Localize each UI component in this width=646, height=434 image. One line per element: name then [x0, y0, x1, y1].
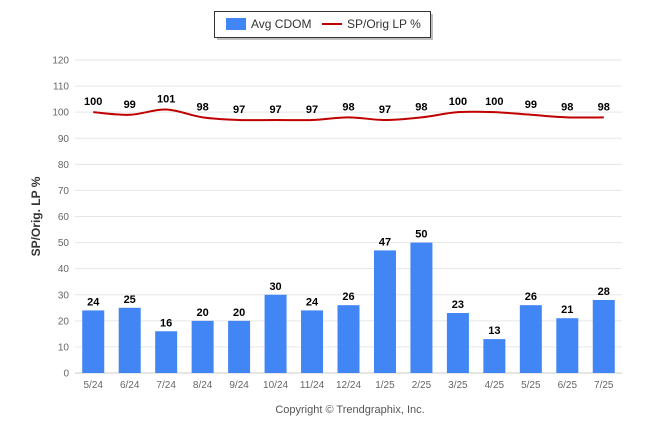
x-axis-ticks: 5/24 6/24 7/24 8/24 9/24 10/24 11/24 12/24 1/25 2…	[83, 380, 613, 391]
line-series	[93, 108, 604, 122]
y-tick-label: 0	[63, 369, 69, 380]
line-value-label: 97	[233, 104, 245, 116]
bar-value-label: 20	[233, 307, 245, 319]
bar	[337, 305, 360, 373]
y-tick-label: 30	[58, 290, 70, 301]
line-data-labels: 100 99 101 98 97 97 97 98 97 98 100 100 99 98 98	[84, 94, 610, 116]
x-tick-label: 9/24	[229, 380, 249, 391]
y-tick-label: 100	[52, 108, 69, 119]
x-tick-label: 6/24	[120, 380, 140, 391]
line-value-label: 97	[379, 104, 391, 116]
line-value-label: 98	[598, 101, 610, 113]
bar	[483, 339, 506, 373]
line-value-label: 99	[124, 99, 136, 111]
x-tick-label: 11/24	[300, 380, 325, 391]
bar-value-label: 13	[488, 325, 500, 337]
bar-data-labels: 24 25 16 20 20 30 24 26 47 50 23 13 26 21 28	[87, 229, 610, 338]
bar	[556, 318, 579, 373]
x-tick-label: 3/25	[448, 380, 468, 391]
bar	[191, 320, 214, 373]
y-tick-label: 60	[58, 212, 70, 223]
bar-value-label: 25	[124, 294, 136, 306]
y-tick-label: 90	[58, 134, 70, 145]
y-axis-ticks: 0 10 20 30 40 50 60 70 80 90 100 110 120	[52, 56, 69, 380]
bar	[155, 331, 178, 373]
bar-value-label: 23	[452, 299, 464, 311]
y-tick-label: 80	[58, 160, 70, 171]
bar-value-label: 16	[160, 317, 172, 329]
line-value-label: 98	[342, 101, 354, 113]
y-tick-label: 10	[58, 342, 70, 353]
bar-value-label: 47	[379, 236, 391, 248]
bar	[519, 305, 542, 373]
bar	[592, 299, 615, 373]
bar	[264, 294, 287, 373]
line-value-label: 98	[415, 101, 427, 113]
x-tick-label: 7/24	[156, 380, 176, 391]
line-value-label: 97	[269, 104, 281, 116]
line-value-label: 100	[449, 96, 467, 108]
y-tick-label: 40	[58, 264, 70, 275]
line-path	[93, 108, 604, 122]
bar	[82, 310, 105, 373]
bar	[301, 310, 324, 373]
x-tick-label: 8/24	[193, 380, 213, 391]
legend-label-line: SP/Orig LP %	[347, 17, 421, 31]
y-tick-label: 20	[58, 316, 70, 327]
bar	[410, 242, 433, 373]
line-value-label: 99	[525, 99, 537, 111]
copyright-credit: Copyright © Trendgraphix, Inc.	[275, 404, 424, 416]
x-tick-label: 5/25	[521, 380, 541, 391]
y-tick-label: 110	[53, 82, 69, 93]
bar	[228, 320, 251, 373]
bar-value-label: 20	[197, 307, 209, 319]
bar-value-label: 28	[598, 286, 610, 298]
bar-value-label: 26	[525, 291, 537, 303]
line-value-label: 98	[561, 101, 573, 113]
bar-value-label: 50	[415, 229, 427, 241]
x-tick-label: 5/24	[83, 380, 103, 391]
line-value-label: 101	[157, 94, 175, 106]
y-tick-label: 50	[58, 238, 70, 249]
bar	[373, 250, 396, 373]
bar-series	[82, 242, 615, 373]
x-tick-label: 10/24	[263, 380, 288, 391]
x-tick-label: 12/24	[336, 380, 361, 391]
bar-value-label: 21	[561, 304, 573, 316]
bar-value-label: 24	[306, 296, 319, 308]
x-tick-label: 7/25	[594, 380, 614, 391]
bar	[446, 313, 469, 373]
y-axis-title: SP/Orig. LP %	[29, 176, 43, 256]
x-tick-label: 4/25	[485, 380, 505, 391]
line-value-label: 97	[306, 104, 318, 116]
y-tick-label: 120	[52, 56, 69, 67]
x-tick-label: 1/25	[375, 380, 395, 391]
legend-label-bar: Avg CDOM	[251, 17, 311, 31]
y-tick-label: 70	[58, 186, 70, 197]
line-value-label: 100	[84, 96, 102, 108]
bar-value-label: 24	[87, 296, 100, 308]
bar-value-label: 30	[269, 281, 281, 293]
gridlines	[75, 59, 622, 374]
line-value-label: 100	[485, 96, 503, 108]
bar-value-label: 26	[342, 291, 354, 303]
bar	[118, 307, 141, 373]
x-tick-label: 2/25	[412, 380, 432, 391]
line-value-label: 98	[197, 101, 209, 113]
legend: Avg CDOM SP/Orig LP %	[214, 11, 433, 40]
x-tick-label: 6/25	[558, 380, 578, 391]
legend-swatch-bar	[226, 18, 246, 30]
